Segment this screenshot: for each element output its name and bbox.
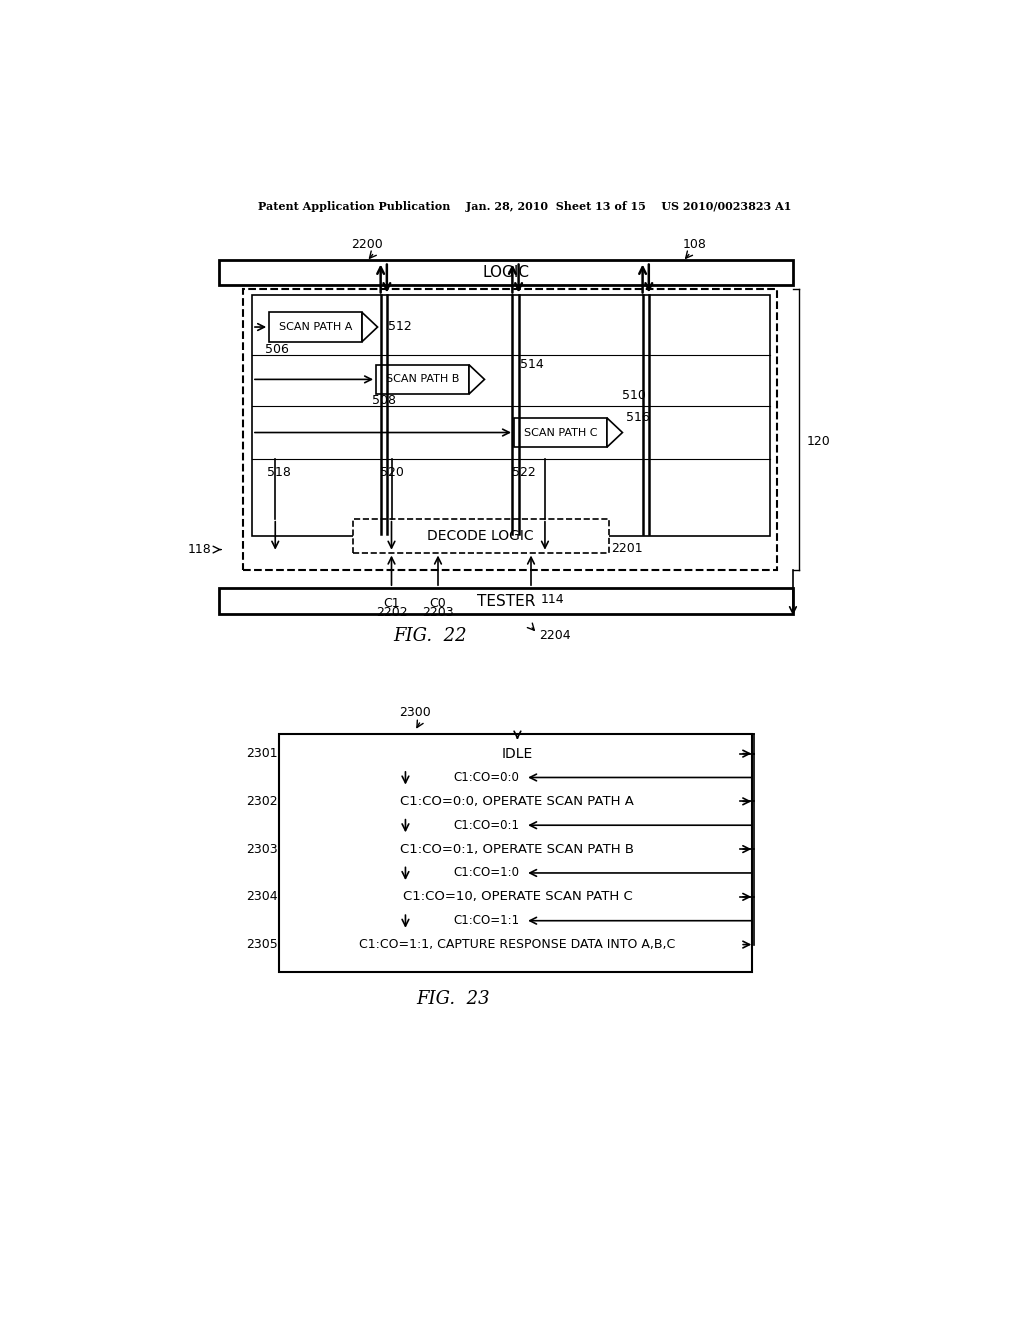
Text: 2203: 2203 <box>422 606 454 619</box>
Text: 2303: 2303 <box>246 842 278 855</box>
Text: 2201: 2201 <box>611 543 642 556</box>
Text: 508: 508 <box>372 395 396 408</box>
Text: C1: C1 <box>383 597 399 610</box>
Bar <box>295 788 740 816</box>
Text: IDLE: IDLE <box>502 747 534 760</box>
Text: DECODE LOGIC: DECODE LOGIC <box>427 529 534 543</box>
Text: 2301: 2301 <box>246 747 278 760</box>
Bar <box>295 739 740 767</box>
Text: 510: 510 <box>623 389 646 403</box>
Text: FIG.  23: FIG. 23 <box>417 990 490 1008</box>
Text: 522: 522 <box>512 466 536 479</box>
Bar <box>295 836 740 863</box>
Text: 516: 516 <box>627 412 650 425</box>
Text: LOGIC: LOGIC <box>482 265 529 280</box>
Bar <box>243 289 777 570</box>
Text: 520: 520 <box>380 466 403 479</box>
Text: SCAN PATH C: SCAN PATH C <box>523 428 597 437</box>
Text: 2305: 2305 <box>246 939 278 952</box>
Bar <box>269 313 362 342</box>
Text: C1:CO=1:1: C1:CO=1:1 <box>454 915 519 927</box>
Bar <box>252 296 770 536</box>
Polygon shape <box>362 313 378 342</box>
Text: C1:CO=0:1: C1:CO=0:1 <box>454 818 519 832</box>
Bar <box>295 931 740 958</box>
Polygon shape <box>607 418 623 447</box>
Text: C1:CO=1:0: C1:CO=1:0 <box>454 866 519 879</box>
Text: 506: 506 <box>265 343 289 356</box>
Text: 518: 518 <box>267 466 292 479</box>
Text: 108: 108 <box>683 238 707 251</box>
Text: 512: 512 <box>388 319 412 333</box>
Text: TESTER: TESTER <box>477 594 536 609</box>
Text: C1:CO=0:0: C1:CO=0:0 <box>454 771 519 784</box>
Text: SCAN PATH A: SCAN PATH A <box>279 322 352 333</box>
Text: C0: C0 <box>430 597 446 610</box>
Text: 514: 514 <box>520 358 544 371</box>
Text: 2302: 2302 <box>246 795 278 808</box>
Text: 2304: 2304 <box>246 890 278 903</box>
Text: FIG.  22: FIG. 22 <box>393 627 467 644</box>
Bar <box>219 589 793 614</box>
Text: C1:CO=0:0, OPERATE SCAN PATH A: C1:CO=0:0, OPERATE SCAN PATH A <box>400 795 635 808</box>
Bar <box>376 364 469 395</box>
Text: 2204: 2204 <box>539 630 570 643</box>
Text: SCAN PATH B: SCAN PATH B <box>386 375 459 384</box>
Bar <box>352 519 608 553</box>
Text: 120: 120 <box>807 436 830 449</box>
Bar <box>219 260 793 285</box>
Bar <box>295 883 740 911</box>
Bar <box>280 734 752 973</box>
Text: 114: 114 <box>541 593 564 606</box>
Text: 2202: 2202 <box>376 606 408 619</box>
Text: 118: 118 <box>188 543 212 556</box>
Text: C1:CO=1:1, CAPTURE RESPONSE DATA INTO A,B,C: C1:CO=1:1, CAPTURE RESPONSE DATA INTO A,… <box>359 939 676 952</box>
Bar <box>514 418 607 447</box>
Text: 2200: 2200 <box>351 238 383 251</box>
Text: C1:CO=10, OPERATE SCAN PATH C: C1:CO=10, OPERATE SCAN PATH C <box>402 890 632 903</box>
Polygon shape <box>469 364 484 395</box>
Text: C1:CO=0:1, OPERATE SCAN PATH B: C1:CO=0:1, OPERATE SCAN PATH B <box>400 842 635 855</box>
Text: Patent Application Publication    Jan. 28, 2010  Sheet 13 of 15    US 2010/00238: Patent Application Publication Jan. 28, … <box>258 201 792 211</box>
Text: 2300: 2300 <box>399 706 431 719</box>
